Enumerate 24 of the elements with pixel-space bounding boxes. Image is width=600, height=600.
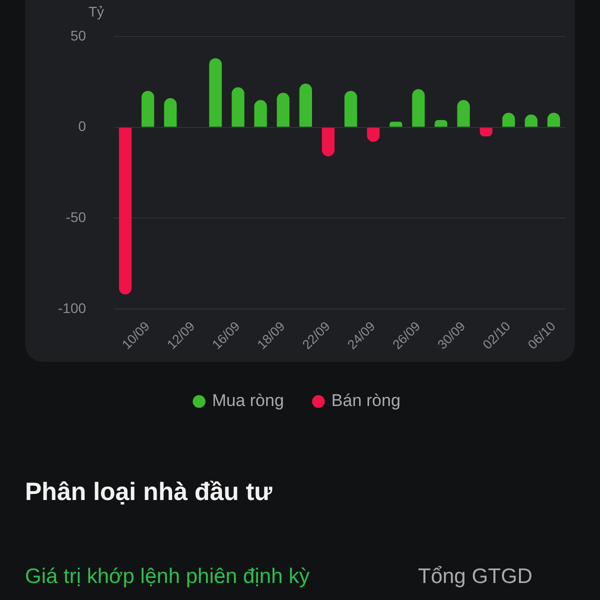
bar bbox=[390, 122, 402, 127]
text: Giá trị khớp lệnh phiên định kỳ bbox=[25, 565, 310, 589]
legend-label: Mua ròng bbox=[212, 391, 284, 410]
y-tick-label: -100 bbox=[58, 300, 86, 316]
bar bbox=[457, 100, 470, 127]
bar bbox=[142, 90, 154, 127]
text: Tổng GTGD bbox=[418, 565, 532, 589]
bar bbox=[344, 90, 358, 127]
bar bbox=[299, 84, 312, 127]
y-tick-label: 0 bbox=[78, 118, 86, 134]
text: Phân loại nhà đầu tư bbox=[25, 478, 272, 507]
y-tick-label: -50 bbox=[66, 208, 86, 225]
bar bbox=[118, 128, 132, 294]
bar bbox=[412, 89, 425, 127]
bar bbox=[322, 128, 335, 156]
legend-label: Bán ròng bbox=[331, 391, 400, 410]
bar bbox=[276, 92, 290, 127]
bar bbox=[209, 58, 222, 127]
y-tick-label: 50 bbox=[70, 27, 86, 44]
bar bbox=[232, 87, 244, 127]
bar bbox=[164, 98, 177, 127]
bar bbox=[434, 120, 448, 127]
bar bbox=[254, 100, 267, 127]
y-axis-title: Tỷ bbox=[88, 3, 104, 20]
